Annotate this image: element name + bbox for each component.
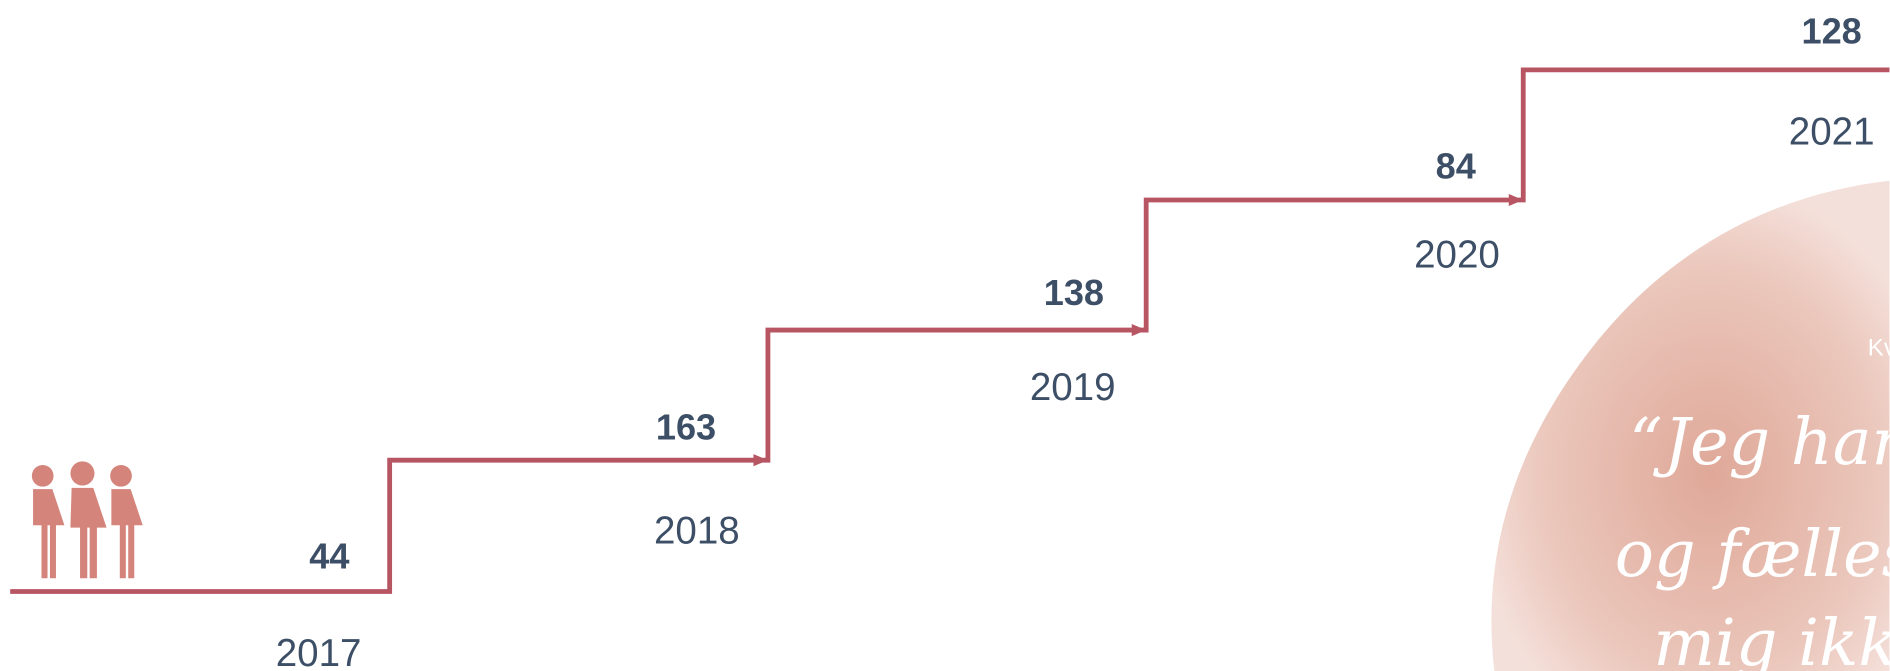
step-value: 138 xyxy=(1044,272,1104,313)
step-year: 2018 xyxy=(654,509,740,552)
step-value: 128 xyxy=(1801,10,1861,51)
step-year: 2019 xyxy=(1030,366,1116,409)
step-year: 2020 xyxy=(1414,233,1500,276)
quote-line: og fællessk xyxy=(1615,517,1890,592)
quote-caption: Kv xyxy=(1868,334,1890,361)
step-year: 2021 xyxy=(1789,111,1875,154)
people-icon xyxy=(32,461,143,578)
step-value: 163 xyxy=(656,407,716,448)
step-value: 84 xyxy=(1436,145,1476,186)
step-year: 2017 xyxy=(276,632,362,671)
quote-line: “Jeg har m xyxy=(1629,405,1890,480)
quote-line: mig ikke xyxy=(1653,606,1890,671)
diagram: Kv “Jeg har m og fællessk mig ikke 44 201… xyxy=(0,0,1890,671)
step-value: 44 xyxy=(309,536,349,577)
page: {"steps": [ {"value": "44", "year": "201… xyxy=(0,0,1890,671)
